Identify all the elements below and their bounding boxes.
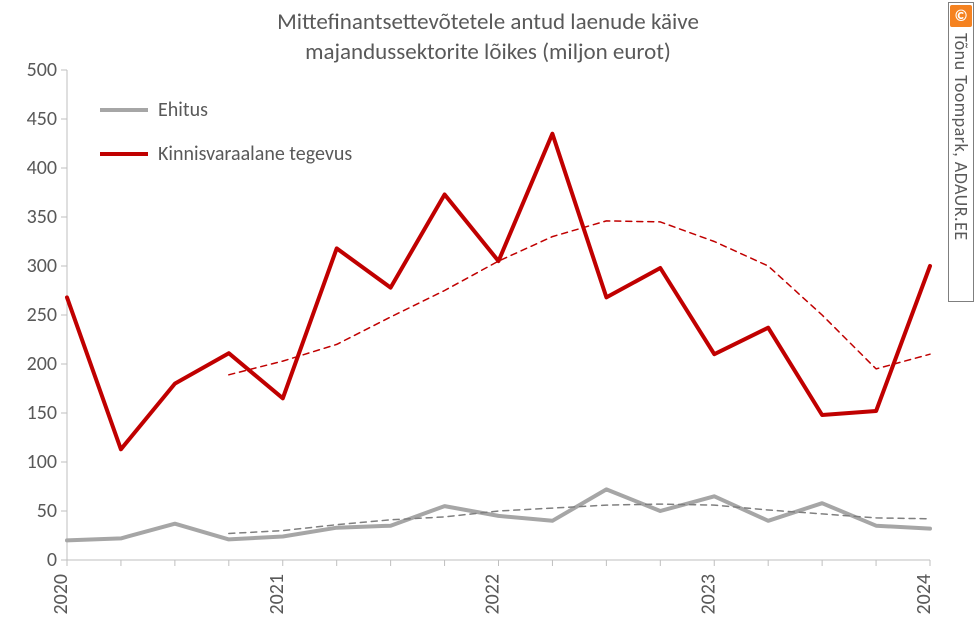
svg-text:100: 100	[27, 450, 57, 474]
copyright-icon: ©	[950, 5, 972, 27]
svg-text:500: 500	[27, 58, 57, 82]
svg-text:350: 350	[27, 205, 57, 229]
chart-container: Mittefinantsettevõtetele antud laenude k…	[0, 0, 976, 637]
svg-text:50: 50	[37, 499, 57, 523]
x-axis: 2020 2021 2022 2023 2024	[49, 560, 936, 615]
svg-text:200: 200	[27, 352, 57, 376]
svg-text:0: 0	[47, 548, 57, 572]
svg-text:300: 300	[27, 254, 57, 278]
y-axis: 0 50 100 150 200 250 300 350 400 450 500	[27, 58, 67, 572]
series-group	[67, 134, 930, 541]
svg-text:2021: 2021	[265, 574, 289, 615]
watermark-text: Tõnu Toompark, ADAUR.EE	[950, 33, 972, 241]
svg-text:2022: 2022	[481, 574, 505, 615]
svg-text:250: 250	[27, 303, 57, 327]
svg-text:450: 450	[27, 107, 57, 131]
svg-text:2020: 2020	[49, 574, 73, 615]
watermark: © Tõnu Toompark, ADAUR.EE	[948, 2, 974, 302]
svg-text:2024: 2024	[912, 574, 936, 615]
chart-svg: 050100150200250300350400450500 202020212…	[0, 0, 976, 637]
svg-text:150: 150	[27, 401, 57, 425]
svg-text:2023: 2023	[696, 574, 720, 615]
svg-text:400: 400	[27, 156, 57, 180]
